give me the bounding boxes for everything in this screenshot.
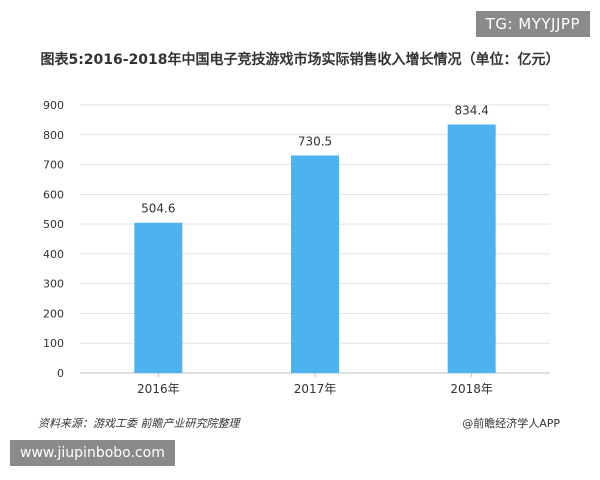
x-tick-label: 2016年 — [137, 382, 180, 396]
bar-chart: 0 100 200 300 400 500 600 700 800 900 504.6 2016年 7… — [43, 99, 550, 396]
bar — [134, 222, 183, 373]
bar — [291, 155, 339, 373]
y-tick-label: 200 — [43, 307, 64, 320]
source-note: 资料来源：游戏工委 前瞻产业研究院整理 — [38, 417, 240, 430]
data-label: 504.6 — [141, 202, 175, 216]
x-tick-label: 2018年 — [450, 382, 493, 396]
y-tick-label: 700 — [43, 159, 64, 172]
y-tick-label: 0 — [57, 367, 64, 380]
data-label: 834.4 — [454, 104, 488, 118]
bar — [447, 124, 496, 373]
y-tick-label: 300 — [43, 278, 64, 291]
watermark-badge-top: TG: MYYJJPP — [475, 11, 590, 37]
chart-title: 图表5:2016-2018年中国电子竞技游戏市场实际销售收入增长情况（单位：亿元… — [40, 52, 560, 68]
brand-note: @前瞻经济学人APP — [462, 417, 560, 430]
watermark-badge-bottom: www.jiupinbobo.com — [10, 440, 175, 466]
y-tick-label: 100 — [43, 337, 64, 350]
data-label: 730.5 — [298, 134, 332, 148]
y-tick-label: 900 — [43, 99, 64, 112]
y-tick-label: 500 — [43, 218, 64, 231]
y-tick-label: 600 — [43, 188, 64, 201]
y-tick-label: 800 — [43, 129, 64, 142]
y-tick-label: 400 — [43, 248, 64, 261]
x-tick-label: 2017年 — [294, 382, 337, 396]
